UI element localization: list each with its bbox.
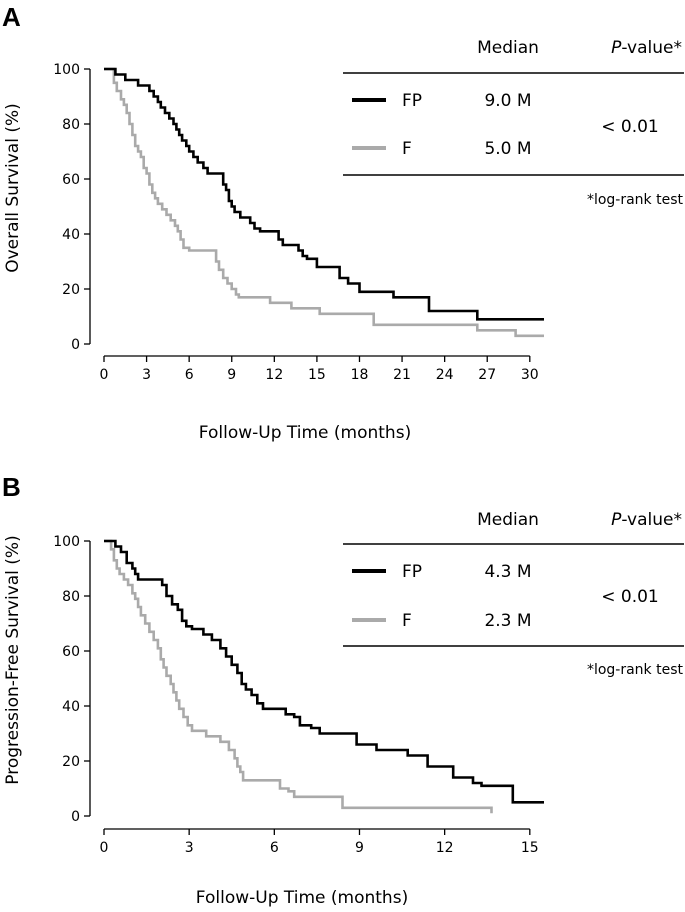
panel-b-y-tick-label-60: 60 [62,644,80,660]
panel-a-median-f: 5.0 M [484,139,531,159]
panel-a-letter: A [2,2,21,32]
panel-a-y-tick-label-0: 0 [71,337,80,353]
panel-a-y-tick-label-20: 20 [62,282,80,298]
panel-a-x-tick-label-12: 12 [265,367,283,383]
panel-a-p-value: < 0.01 [601,117,659,137]
panel-b-y-tick-label-80: 80 [62,589,80,605]
panel-b-curve-fp [104,539,544,804]
panel-a-x-tick-label-30: 30 [521,367,539,383]
panel-b-header-p-value: P-value* [611,510,682,530]
panel-a-x-tick-label-27: 27 [478,367,496,383]
panel-b-y-tick-label-0: 0 [71,809,80,825]
panel-a-y-tick-label-40: 40 [62,227,80,243]
panel-a-x-tick-label-0: 0 [100,367,109,383]
panel-a-curve-f [104,67,544,338]
panel-a-x-tick-label-9: 9 [227,367,236,383]
panel-b-median-fp: 4.3 M [484,562,531,582]
panel-a-legend-label-f: F [402,139,412,159]
panel-b-x-tick-label-3: 3 [185,840,194,856]
panel-b-footnote: *log-rank test [587,662,684,678]
panel-b-median-f: 2.3 M [484,611,531,631]
panel-a-x-tick-label-24: 24 [436,367,454,383]
panel-a-x-tick-label-6: 6 [185,367,194,383]
panel-a-header-p-value: P-value* [611,38,682,58]
panel-b-curve-f [104,539,493,814]
panel-b-legend-table: Median P-value* FP 4.3 M F 2.3 M < 0.01 … [343,510,684,678]
panel-a-plot-area: 0 20 40 60 80 100 0 3 6 9 12 15 18 21 24 27 30 [53,62,544,383]
panel-a: A 0 20 40 60 80 100 0 3 6 9 12 15 18 21 24 27 30 Overall… [2,2,684,443]
panel-a-x-axis-title: Follow-Up Time (months) [199,423,411,443]
panel-b-x-tick-label-9: 9 [355,840,364,856]
panel-a-header-median: Median [477,38,539,58]
panel-b-y-axis-title: Progression-Free Survival (%) [3,535,23,784]
panel-a-y-tick-label-60: 60 [62,172,80,188]
panel-b-y-tick-label-40: 40 [62,699,80,715]
panel-b-plot-area: 0 20 40 60 80 100 0 3 6 9 12 15 [53,534,544,856]
panel-b-p-value: < 0.01 [601,587,659,607]
panel-a-x-tick-label-3: 3 [142,367,151,383]
panel-b: B 0 20 40 60 80 100 0 3 6 9 12 15 Progression-Free … [2,472,684,908]
panel-a-y-tick-label-100: 100 [53,62,80,78]
panel-b-x-tick-label-6: 6 [270,840,279,856]
panel-a-y-tick-label-80: 80 [62,117,80,133]
panel-b-legend-label-fp: FP [402,562,422,582]
panel-b-x-axis-title: Follow-Up Time (months) [196,888,408,908]
panel-a-curve-fp [104,67,544,321]
panel-b-x-tick-label-12: 12 [436,840,454,856]
panel-b-y-tick-label-100: 100 [53,534,80,550]
panel-b-legend-label-f: F [402,611,412,631]
panel-a-legend-label-fp: FP [402,91,422,111]
panel-b-letter: B [2,472,21,502]
panel-a-x-tick-label-15: 15 [308,367,326,383]
panel-a-x-tick-label-21: 21 [393,367,411,383]
panel-a-median-fp: 9.0 M [484,91,531,111]
panel-b-x-tick-label-0: 0 [100,840,109,856]
panel-a-y-axis-title: Overall Survival (%) [3,103,23,273]
panel-b-header-median: Median [477,510,539,530]
panel-a-footnote: *log-rank test [587,192,684,208]
panel-b-y-tick-label-20: 20 [62,754,80,770]
panel-a-legend-table: Median P-value* FP 9.0 M F 5.0 M < 0.01 … [343,38,684,208]
panel-b-x-tick-label-15: 15 [521,840,539,856]
panel-a-x-tick-label-18: 18 [351,367,369,383]
